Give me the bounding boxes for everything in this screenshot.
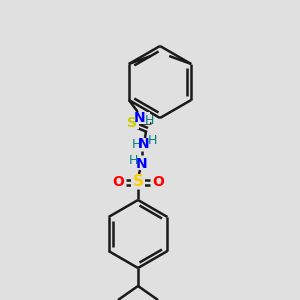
Text: H: H <box>131 137 141 151</box>
Bar <box>133 156 149 168</box>
Text: H: H <box>147 134 157 148</box>
Bar <box>111 176 125 188</box>
Text: N: N <box>138 137 150 151</box>
Text: O: O <box>152 175 164 189</box>
Text: N: N <box>134 111 146 125</box>
Text: S: S <box>127 116 137 130</box>
Bar <box>135 138 151 150</box>
Text: S: S <box>133 175 143 190</box>
Text: H: H <box>145 115 154 128</box>
Bar <box>136 112 150 124</box>
Text: H: H <box>128 154 138 166</box>
Text: N: N <box>136 157 148 171</box>
Text: O: O <box>112 175 124 189</box>
Bar <box>125 117 139 129</box>
Bar <box>131 176 145 188</box>
Bar <box>151 176 165 188</box>
